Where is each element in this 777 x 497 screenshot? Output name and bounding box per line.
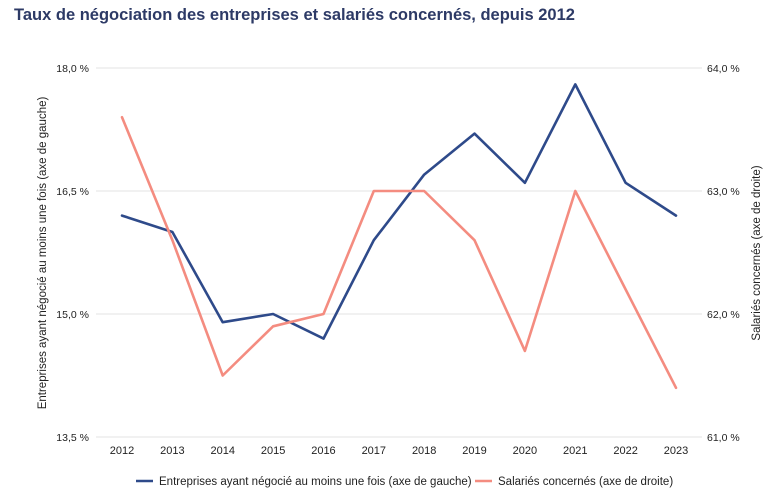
right-tick-label: 63,0 % <box>707 186 740 198</box>
left-tick-label: 13,5 % <box>56 432 89 444</box>
x-tick-label: 2018 <box>412 445 436 457</box>
left-axis-label: Entreprises ayant négocié au moins une f… <box>37 97 49 410</box>
x-tick-label: 2019 <box>462 445 486 457</box>
legend-label-entreprises: Entreprises ayant négocié au moins une f… <box>159 476 472 488</box>
x-tick-label: 2017 <box>362 445 386 457</box>
right-tick-label: 61,0 % <box>707 432 740 444</box>
x-axis-ticks: 2012 2013 2014 2015 2016 2017 2018 2019 2020 2021… <box>110 445 688 457</box>
right-axis-ticks: 64,0 % 63,0 % 62,0 % 61,0 % <box>707 63 740 444</box>
series-line-salaries <box>120 115 678 390</box>
x-tick-label: 2023 <box>664 445 688 457</box>
right-tick-label: 64,0 % <box>707 63 740 75</box>
x-tick-label: 2012 <box>110 445 134 457</box>
x-tick-label: 2013 <box>160 445 184 457</box>
x-tick-label: 2016 <box>311 445 335 457</box>
x-tick-label: 2014 <box>210 445 234 457</box>
series-lines <box>120 83 678 390</box>
left-axis-ticks: 18,0 % 16,5 % 15,0 % 13,5 % <box>56 63 89 444</box>
left-tick-label: 16,5 % <box>56 186 89 198</box>
left-tick-label: 15,0 % <box>56 309 89 321</box>
right-tick-label: 62,0 % <box>707 309 740 321</box>
gridlines <box>96 67 702 438</box>
left-tick-label: 18,0 % <box>56 63 89 75</box>
x-tick-label: 2021 <box>563 445 587 457</box>
right-axis-label: Salariés concernés (axe de droite) <box>751 165 763 340</box>
legend: Entreprises ayant négocié au moins une f… <box>136 476 673 488</box>
x-tick-label: 2022 <box>613 445 637 457</box>
x-tick-label: 2015 <box>261 445 285 457</box>
chart-title: Taux de négociation des entreprises et s… <box>14 6 575 24</box>
x-tick-label: 2020 <box>513 445 537 457</box>
series-line-entreprises <box>120 83 678 340</box>
legend-label-salaries: Salariés concernés (axe de droite) <box>498 476 673 488</box>
